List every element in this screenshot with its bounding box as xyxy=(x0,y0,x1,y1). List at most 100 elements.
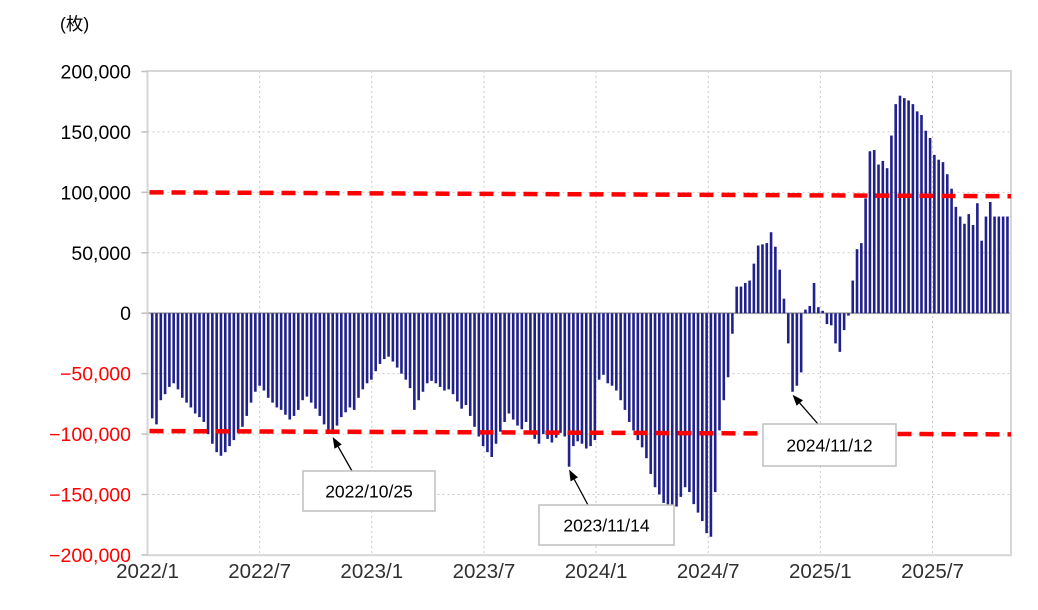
bar xyxy=(851,280,855,314)
bar xyxy=(245,313,249,416)
bar xyxy=(335,313,339,426)
bar xyxy=(984,216,988,314)
bar xyxy=(258,313,261,386)
bar xyxy=(486,313,489,453)
bar xyxy=(413,313,416,410)
bar xyxy=(443,313,446,391)
bar xyxy=(503,313,506,422)
bar xyxy=(980,240,983,314)
bar xyxy=(804,309,807,314)
annotation-arrowhead xyxy=(332,437,342,449)
bar xyxy=(765,243,769,314)
bar xyxy=(357,313,360,398)
bar xyxy=(997,216,1001,314)
bar xyxy=(902,98,906,314)
bar xyxy=(675,313,678,507)
bar xyxy=(967,214,971,314)
bar xyxy=(550,313,554,443)
bar xyxy=(950,188,953,314)
bar xyxy=(911,104,915,314)
bar xyxy=(786,313,790,344)
bar xyxy=(688,313,691,493)
annotation-arrowhead xyxy=(569,469,578,482)
bar xyxy=(774,246,777,314)
bar xyxy=(185,313,188,403)
bar xyxy=(305,313,309,397)
bar xyxy=(404,313,408,380)
bar xyxy=(653,313,657,488)
bar xyxy=(395,313,399,368)
y-axis-tick-label: 0 xyxy=(120,303,131,325)
bar xyxy=(232,313,236,441)
bar xyxy=(417,313,420,401)
bar xyxy=(297,313,300,410)
bar xyxy=(563,313,567,437)
plot-border xyxy=(141,70,1012,557)
x-axis-tick-label: 2022/7 xyxy=(228,560,291,583)
bar xyxy=(215,313,218,453)
axis-labels: 200,000 150,000 100,000 50,000 0 −50,000 −100,… xyxy=(49,62,964,584)
bar xyxy=(658,313,661,495)
bar xyxy=(425,313,429,384)
bar xyxy=(275,313,279,408)
bar xyxy=(705,313,708,534)
bar xyxy=(249,313,253,403)
bar xyxy=(507,313,511,414)
bar xyxy=(400,313,403,374)
y-axis-tick-label: −100,000 xyxy=(49,424,131,446)
bar xyxy=(890,135,893,314)
bar xyxy=(554,313,558,438)
bar xyxy=(168,313,171,387)
bar xyxy=(567,313,571,467)
bar xyxy=(447,313,451,390)
bar xyxy=(339,313,343,418)
bar xyxy=(791,313,794,392)
bar xyxy=(193,313,197,414)
y-axis-tick-label: 50,000 xyxy=(71,243,131,265)
bar xyxy=(894,104,898,314)
bar xyxy=(546,313,549,439)
bar xyxy=(378,313,382,364)
bars xyxy=(150,95,1009,537)
bar xyxy=(241,313,244,427)
bar xyxy=(722,313,726,401)
bar xyxy=(610,313,614,386)
bar xyxy=(829,313,833,326)
bar xyxy=(150,313,154,419)
bar xyxy=(520,313,524,430)
bar xyxy=(731,313,734,334)
bar xyxy=(615,313,618,391)
bar xyxy=(817,307,820,314)
bar xyxy=(924,130,928,314)
bar xyxy=(666,313,670,513)
bar xyxy=(877,164,880,314)
y-axis-tick-label: −150,000 xyxy=(49,484,131,506)
annotation-arrow-line xyxy=(799,402,819,425)
bar xyxy=(636,313,640,441)
bar xyxy=(709,313,713,537)
bar xyxy=(344,313,347,413)
bar xyxy=(584,313,588,449)
y-axis-tick-label: 150,000 xyxy=(61,122,132,144)
bar xyxy=(937,159,940,314)
bar xyxy=(254,313,257,392)
bar xyxy=(176,313,180,390)
bar xyxy=(795,313,799,386)
bar xyxy=(808,305,812,314)
bar xyxy=(735,286,738,314)
bar xyxy=(228,313,231,447)
bar xyxy=(701,313,704,522)
bar xyxy=(842,313,846,331)
y-axis-tick-label: 100,000 xyxy=(61,182,132,204)
bar xyxy=(524,313,528,422)
bar xyxy=(537,313,541,444)
bar xyxy=(236,313,240,433)
gridlines xyxy=(147,71,1011,556)
bar xyxy=(941,162,945,314)
annotations: 2022/10/25 2023/11/14 2024/11/12 xyxy=(302,394,897,546)
bar xyxy=(451,313,455,395)
bar xyxy=(718,313,721,431)
bar xyxy=(649,313,653,474)
